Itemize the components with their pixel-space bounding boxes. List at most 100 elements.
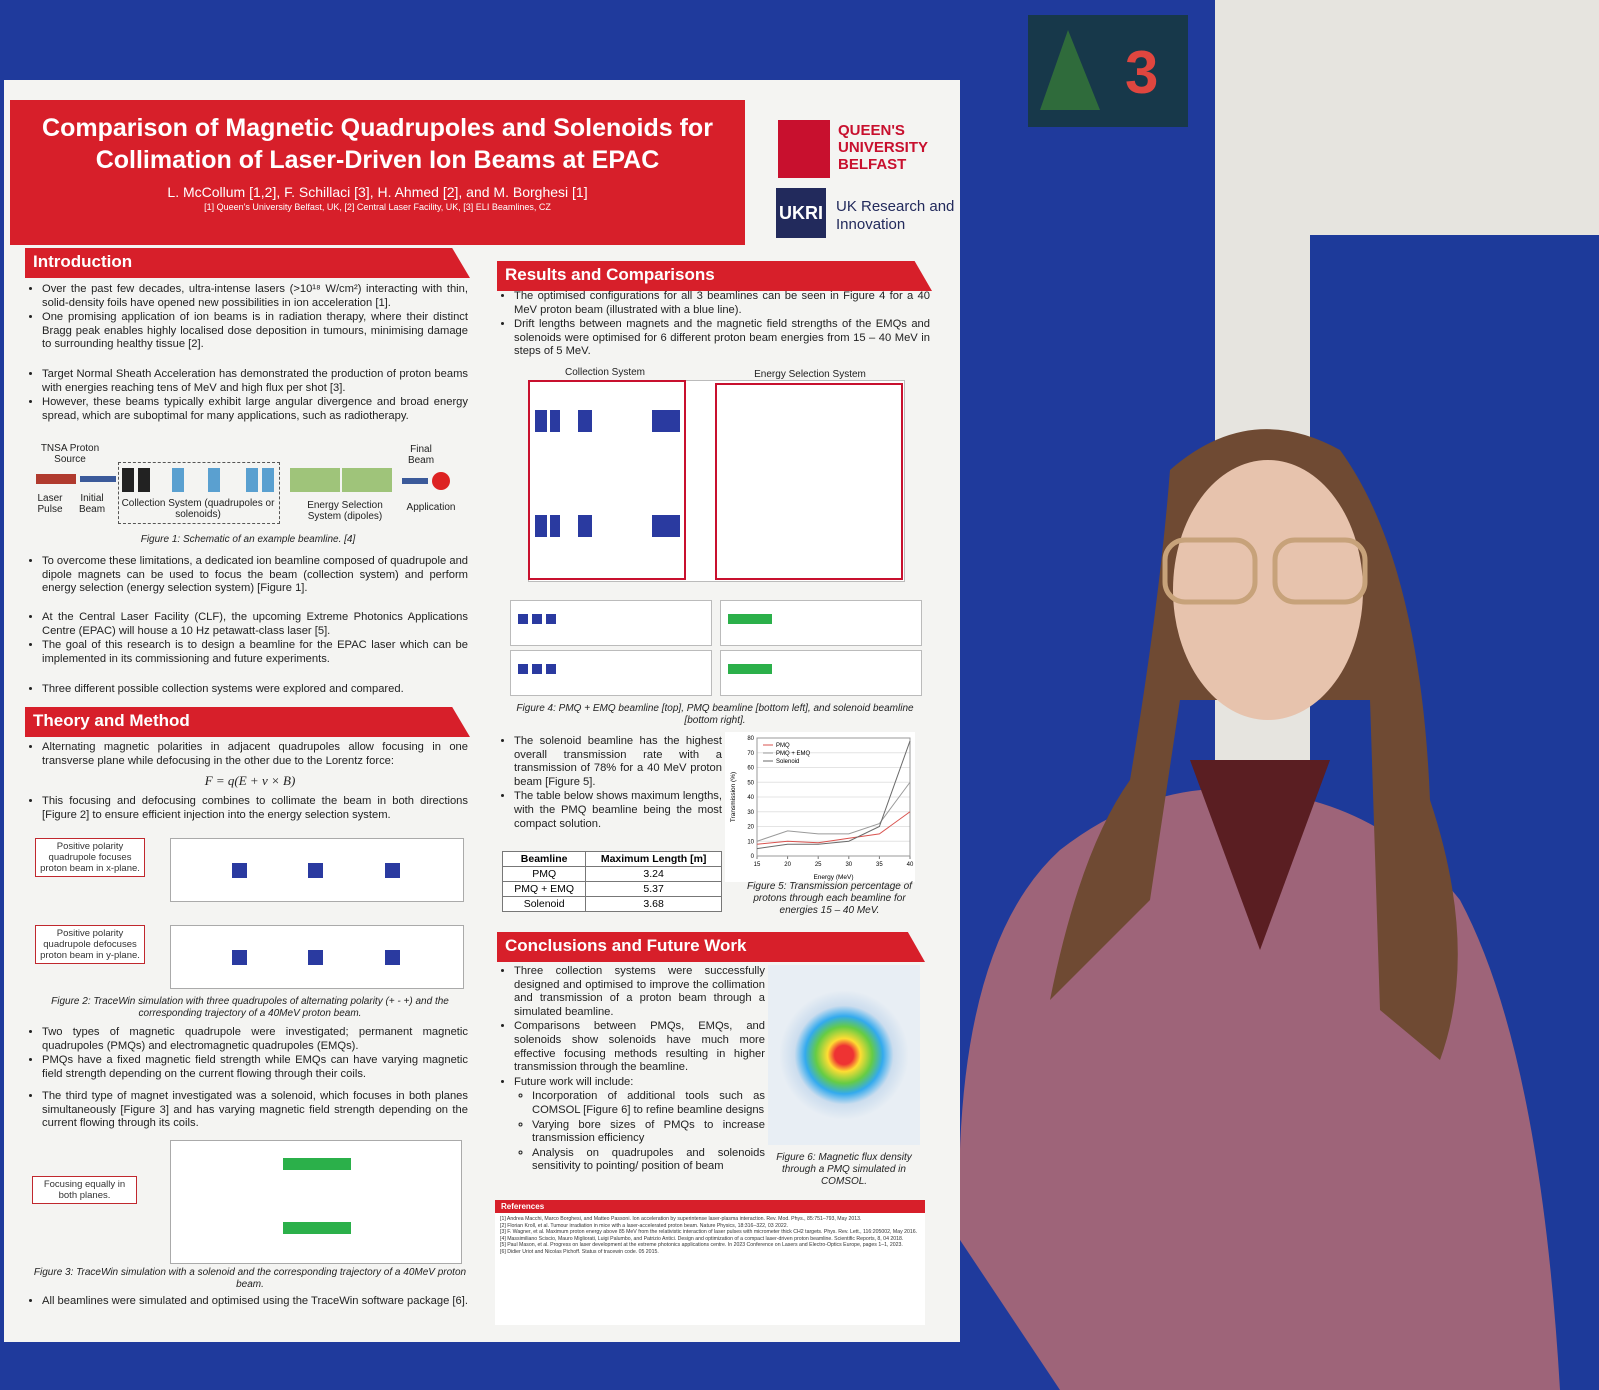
table-row: Solenoid 3.68 — [501, 896, 722, 912]
x-tick-label: 15 — [754, 862, 761, 868]
table-cell: PMQ — [501, 866, 587, 882]
y-tick-label: 70 — [747, 751, 754, 757]
figure-shape — [308, 950, 323, 965]
bullet: Alternating magnetic polarities in adjac… — [42, 741, 468, 768]
bullet-list: Over the past few decades, ultra-intense… — [28, 283, 468, 352]
reference: [5] Paul Mason, et al. Progress on laser… — [500, 1242, 903, 1249]
figure6 — [768, 965, 920, 1145]
fig-label: Collection System (quadrupoles or soleno… — [121, 498, 275, 520]
y-tick-label: 0 — [751, 854, 755, 860]
y-tick-label: 10 — [747, 839, 754, 845]
caption: Figure 1: Schematic of an example beamli… — [140, 534, 356, 545]
figure-shape — [728, 664, 744, 674]
face — [1173, 460, 1363, 720]
bullet-list: To overcome these limitations, a dedicat… — [28, 555, 468, 596]
top — [1190, 760, 1330, 950]
text-block: Three collection systems were successful… — [500, 965, 765, 1175]
fig-label: Application — [406, 502, 456, 513]
bullet-list: Three collection systems were successful… — [500, 965, 765, 1174]
bullet: One promising application of ion beams i… — [42, 311, 468, 352]
advent-card — [1028, 15, 1188, 127]
bullet-list: The optimised configurations for all 3 b… — [500, 290, 930, 359]
legend-label: PMQ + EMQ — [776, 751, 811, 757]
qub-crest — [778, 120, 830, 178]
legend-label: PMQ — [776, 743, 790, 749]
ukri-logo: UK Research and Innovation — [836, 198, 955, 233]
series-line — [756, 781, 911, 842]
text-block: Three different possible collection syst… — [28, 683, 468, 698]
reference: [3] F. Wagner, et al. Maximum proton ene… — [500, 1229, 918, 1236]
figure-shape — [550, 410, 560, 432]
fig-label: Initial Beam — [78, 493, 106, 515]
figure-shape — [283, 1222, 351, 1234]
fig-label: Energy Selection System — [754, 369, 866, 380]
figure-shape — [232, 950, 247, 965]
bullet: The third type of magnet investigated wa… — [42, 1090, 468, 1131]
reference: [4] Massimiliano Sciscio, Mauro Migliora… — [500, 1235, 904, 1242]
fig-frame — [528, 380, 686, 580]
authors: L. McCollum [1,2], F. Schillaci [3], H. … — [167, 184, 588, 200]
fig-border — [118, 462, 280, 524]
figure-shape — [518, 614, 528, 624]
figure-shape — [742, 614, 758, 624]
bullet: Over the past few decades, ultra-intense… — [42, 283, 468, 310]
dot — [432, 472, 450, 490]
x-tick-label: 20 — [784, 862, 791, 868]
text-block: This focusing and defocusing combines to… — [28, 795, 468, 823]
bullet: The table below shows maximum lengths, w… — [514, 790, 722, 831]
text-block: Two types of magnetic quadrupole were in… — [28, 1026, 468, 1082]
table-row: PMQ + EMQ 5.37 — [501, 881, 722, 897]
x-tick-label: 35 — [876, 862, 883, 868]
figure-shape — [652, 410, 680, 432]
text-block: The third type of magnet investigated wa… — [28, 1090, 468, 1132]
fig-plot — [510, 600, 712, 646]
figure-shape — [535, 410, 547, 432]
caption: Figure 5: Transmission percentage of pro… — [747, 881, 912, 916]
bullet: Varying bore sizes of PMQs to increase t… — [532, 1119, 765, 1146]
text-block: Over the past few decades, ultra-intense… — [28, 283, 468, 353]
figure-shape — [290, 468, 340, 492]
caption: Figure 3: TraceWin simulation with a sol… — [33, 1267, 467, 1290]
bullet-list: Three different possible collection syst… — [28, 683, 468, 697]
y-tick-label: 50 — [747, 780, 754, 786]
title: Comparison of Magnetic Quadrupoles and S… — [42, 114, 713, 174]
bullet: Drift lengths between magnets and the ma… — [514, 318, 930, 359]
figure-shape — [652, 515, 680, 537]
bullet: The solenoid beamline has the highest ov… — [514, 735, 722, 789]
sub-list: Incorporation of additional tools such a… — [514, 1090, 765, 1174]
table-header: Beamline Maximum Length [m] — [501, 851, 722, 867]
x-axis-label: Energy (MeV) — [813, 874, 853, 881]
bullet-list: At the Central Laser Facility (CLF), the… — [28, 611, 468, 666]
bullet-list: Two types of magnetic quadrupole were in… — [28, 1026, 468, 1081]
ukri-mark: UKRI — [776, 188, 826, 238]
glasses — [1272, 537, 1368, 605]
figure-shape — [546, 614, 556, 624]
y-tick-label: 20 — [747, 825, 754, 831]
bullet: At the Central Laser Facility (CLF), the… — [42, 611, 468, 638]
tree — [1040, 30, 1100, 110]
figure-shape — [385, 950, 400, 965]
formula: F = q(E + v × B) — [204, 773, 296, 788]
bullet-list: Alternating magnetic polarities in adjac… — [28, 741, 468, 768]
reference: [2] Florian Kroll, et al. Tumour irradia… — [500, 1222, 789, 1229]
fig-label: TNSA Proton Source — [40, 443, 100, 465]
bullet: Incorporation of additional tools such a… — [532, 1090, 765, 1117]
text-block: All beamlines were simulated and optimis… — [28, 1295, 468, 1310]
bullet: Future work will include:Incorporation o… — [514, 1076, 765, 1174]
figure-shape — [138, 468, 150, 492]
figure-shape — [232, 863, 247, 878]
bullet: However, these beams typically exhibit l… — [42, 396, 468, 423]
figure-shape — [36, 474, 76, 484]
bullet: Analysis on quadrupoles and solenoids se… — [532, 1147, 765, 1174]
column-header: Maximum Length [m] — [585, 851, 722, 867]
table-row: PMQ 3.24 — [501, 866, 722, 882]
affiliations: [1] Queen's University Belfast, UK, [2] … — [204, 202, 551, 212]
figure-shape — [742, 664, 758, 674]
section-heading: Conclusions and Future Work — [497, 932, 925, 962]
ref-list: [1] Andrea Macchi, Marco Borghesi, and M… — [500, 1216, 920, 1256]
figure-shape — [532, 614, 542, 624]
section-heading: Results and Comparisons — [497, 261, 932, 291]
figure-shape — [283, 1158, 351, 1170]
text-block: Alternating magnetic polarities in adjac… — [28, 741, 468, 769]
